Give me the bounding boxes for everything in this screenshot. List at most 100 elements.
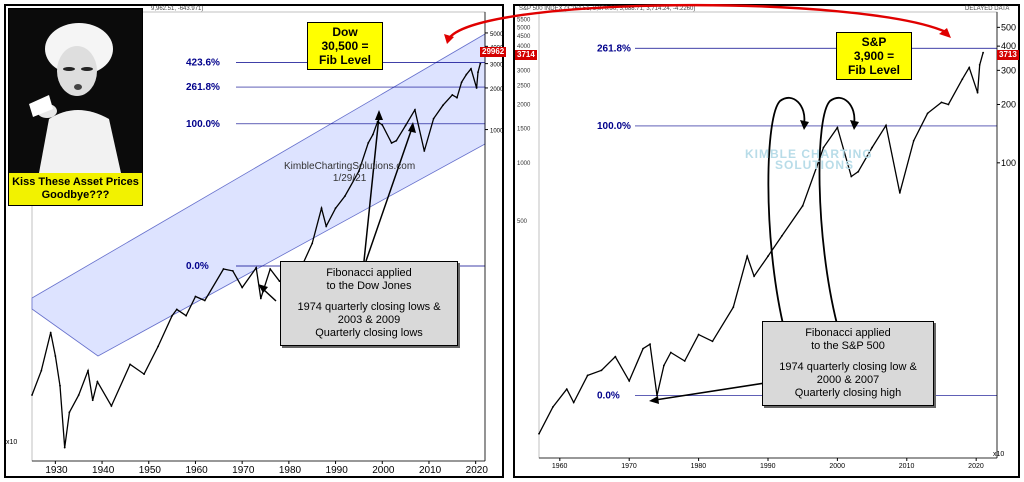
dow-point-49 [465, 73, 468, 76]
dow-note-line-5: 2003 & 2009 [337, 314, 401, 326]
sp-y-left-label-5: 3000 [517, 68, 531, 74]
sp500-callout-line-1: S&P [861, 35, 887, 49]
dow-point-39 [390, 142, 393, 144]
dow-annotation-arrows [258, 110, 416, 302]
sp500-note-line-5: 2000 & 2007 [816, 374, 880, 386]
sp-y-left-label-4: 2500 [517, 84, 531, 90]
arrow-to-1974-low [262, 288, 277, 302]
sp-point-0 [538, 432, 540, 435]
sp-point-11 [663, 364, 665, 367]
dow-point-4 [59, 384, 61, 387]
sp-point-29 [898, 191, 901, 194]
arrowhead-1974 [258, 284, 268, 293]
marilyn-photo: Kiss These Asset Prices Goodbye??? [8, 8, 143, 206]
sp500-scale-label: x10 [993, 451, 1005, 458]
dow-y-tick-label-4: 50000 [490, 32, 502, 38]
sp-point-10 [656, 394, 658, 397]
arrow-to-2007-high [818, 96, 856, 325]
dow-x-tick-label-6: 1990 [326, 465, 349, 476]
sp500-y-axis-right: 100 200 300 400 500 [996, 12, 1016, 458]
sp-point-36 [976, 91, 979, 94]
sp-y-left-label-9: 5000 [517, 25, 531, 31]
sp-point-30 [912, 139, 915, 142]
sp-x-tick-label-6: 2020 [968, 463, 984, 470]
photo-illustration [9, 9, 142, 173]
sp-y-left-label-10: 5500 [517, 17, 531, 23]
sp-point-8 [642, 347, 644, 350]
dow-point-50 [470, 67, 472, 70]
dow-callout-line-1: Dow [332, 25, 358, 39]
sp-y-right-label-1: 200 [1001, 99, 1016, 109]
sp-point-24 [836, 126, 839, 129]
arrowhead-2009 [408, 122, 416, 133]
arrowhead-1974-sp [649, 396, 659, 404]
arrowhead-2000 [800, 120, 809, 130]
sp-point-28 [885, 124, 887, 127]
dow-point-23 [255, 266, 258, 269]
dow-note-line-1: Fibonacci applied [326, 267, 412, 279]
dow-point-22 [241, 286, 244, 289]
watermark-site: KimbleChartingSolutions.com [284, 161, 416, 172]
dow-point-43 [423, 150, 426, 152]
sp500-chart-panel: S&P 500 INDEX (3,264.51, 3,870.90, 3,688… [513, 4, 1020, 478]
sp-point-7 [628, 379, 631, 382]
sp-point-16 [732, 306, 735, 309]
dow-x-axis: 1930 1940 1950 1960 1970 1980 1990 2000 2010 2020 [32, 460, 489, 476]
dow-y-axis: 1000020000300004000050000 [484, 12, 502, 461]
dow-point-44 [432, 117, 435, 120]
sp-point-37 [978, 64, 981, 66]
sp-point-17 [746, 255, 749, 258]
dow-chart-svg: 423.6%261.8%100.0%0.0% 1930 1940 1950 1960 1… [31, 11, 502, 476]
sp-fib-label-0: 261.8% [597, 43, 631, 54]
dow-point-47 [456, 96, 458, 99]
dow-x-tick-label-0: 1930 [45, 465, 68, 476]
arrow-to-2003-low [363, 115, 380, 262]
dow-point-52 [477, 71, 479, 74]
arrowhead-2003 [375, 110, 383, 120]
dow-y-tick-label-1: 20000 [490, 87, 502, 93]
dow-x-tick-label-4: 1970 [232, 465, 255, 476]
dow-point-26 [278, 280, 281, 283]
fib-label-1: 261.8% [186, 82, 220, 93]
sp-x-tick-label-0: 1960 [552, 463, 568, 470]
dow-point-8 [87, 369, 89, 372]
dow-point-29 [311, 242, 314, 245]
dow-point-21 [231, 269, 234, 272]
dow-point-25 [269, 268, 272, 270]
sp-y-left-label-8: 4500 [517, 34, 531, 40]
sp-x-tick-label-1: 1970 [621, 463, 637, 470]
sp-point-20 [780, 234, 783, 237]
sp-point-26 [857, 170, 860, 173]
sp-fib-label-2: 0.0% [597, 391, 620, 402]
sp500-note-gap [769, 353, 927, 361]
dow-point-31 [325, 225, 328, 228]
kimble-logo: KIMBLE CHARTING SOLUTIONS [745, 148, 873, 172]
dow-x-tick-label-2: 1950 [139, 465, 162, 476]
sp-point-18 [753, 275, 756, 278]
dow-callout-line-2: 30,500 = [321, 39, 369, 53]
fib-label-3: 0.0% [186, 261, 209, 272]
sp-point-32 [940, 101, 943, 104]
dow-last-price-tag: 29962 [480, 47, 507, 57]
sp-point-33 [947, 103, 950, 106]
sp-point-6 [614, 355, 617, 358]
sp-y-right-label-2: 300 [1001, 65, 1016, 75]
arrow-to-1974-low [654, 382, 766, 401]
sp-fib-label-1: 100.0% [597, 121, 631, 132]
dow-note-line-2: to the Dow Jones [326, 280, 412, 292]
dow-point-45 [442, 104, 444, 107]
dow-point-10 [96, 380, 99, 383]
kimble-logo-line-2: SOLUTIONS [775, 158, 855, 172]
dow-note-line-6: Quarterly closing lows [315, 327, 423, 339]
sp-y-left-label-2: 1500 [517, 127, 531, 133]
dow-point-32 [334, 207, 337, 210]
dow-fib-note: Fibonacci applied to the Dow Jones 1974 … [280, 261, 458, 346]
sp500-note-line-4: 1974 quarterly closing low & [779, 361, 917, 373]
sp-point-21 [801, 204, 804, 207]
sp500-x-axis: 1960 1970 1980 1990 2000 2010 2020 [539, 457, 997, 470]
dow-point-11 [110, 405, 113, 407]
sp-x-tick-label-5: 2010 [899, 463, 915, 470]
sp-x-tick-label-2: 1980 [691, 463, 707, 470]
arrow-to-2000-high [767, 96, 806, 325]
dow-x-tick-label-9: 2020 [466, 465, 489, 476]
